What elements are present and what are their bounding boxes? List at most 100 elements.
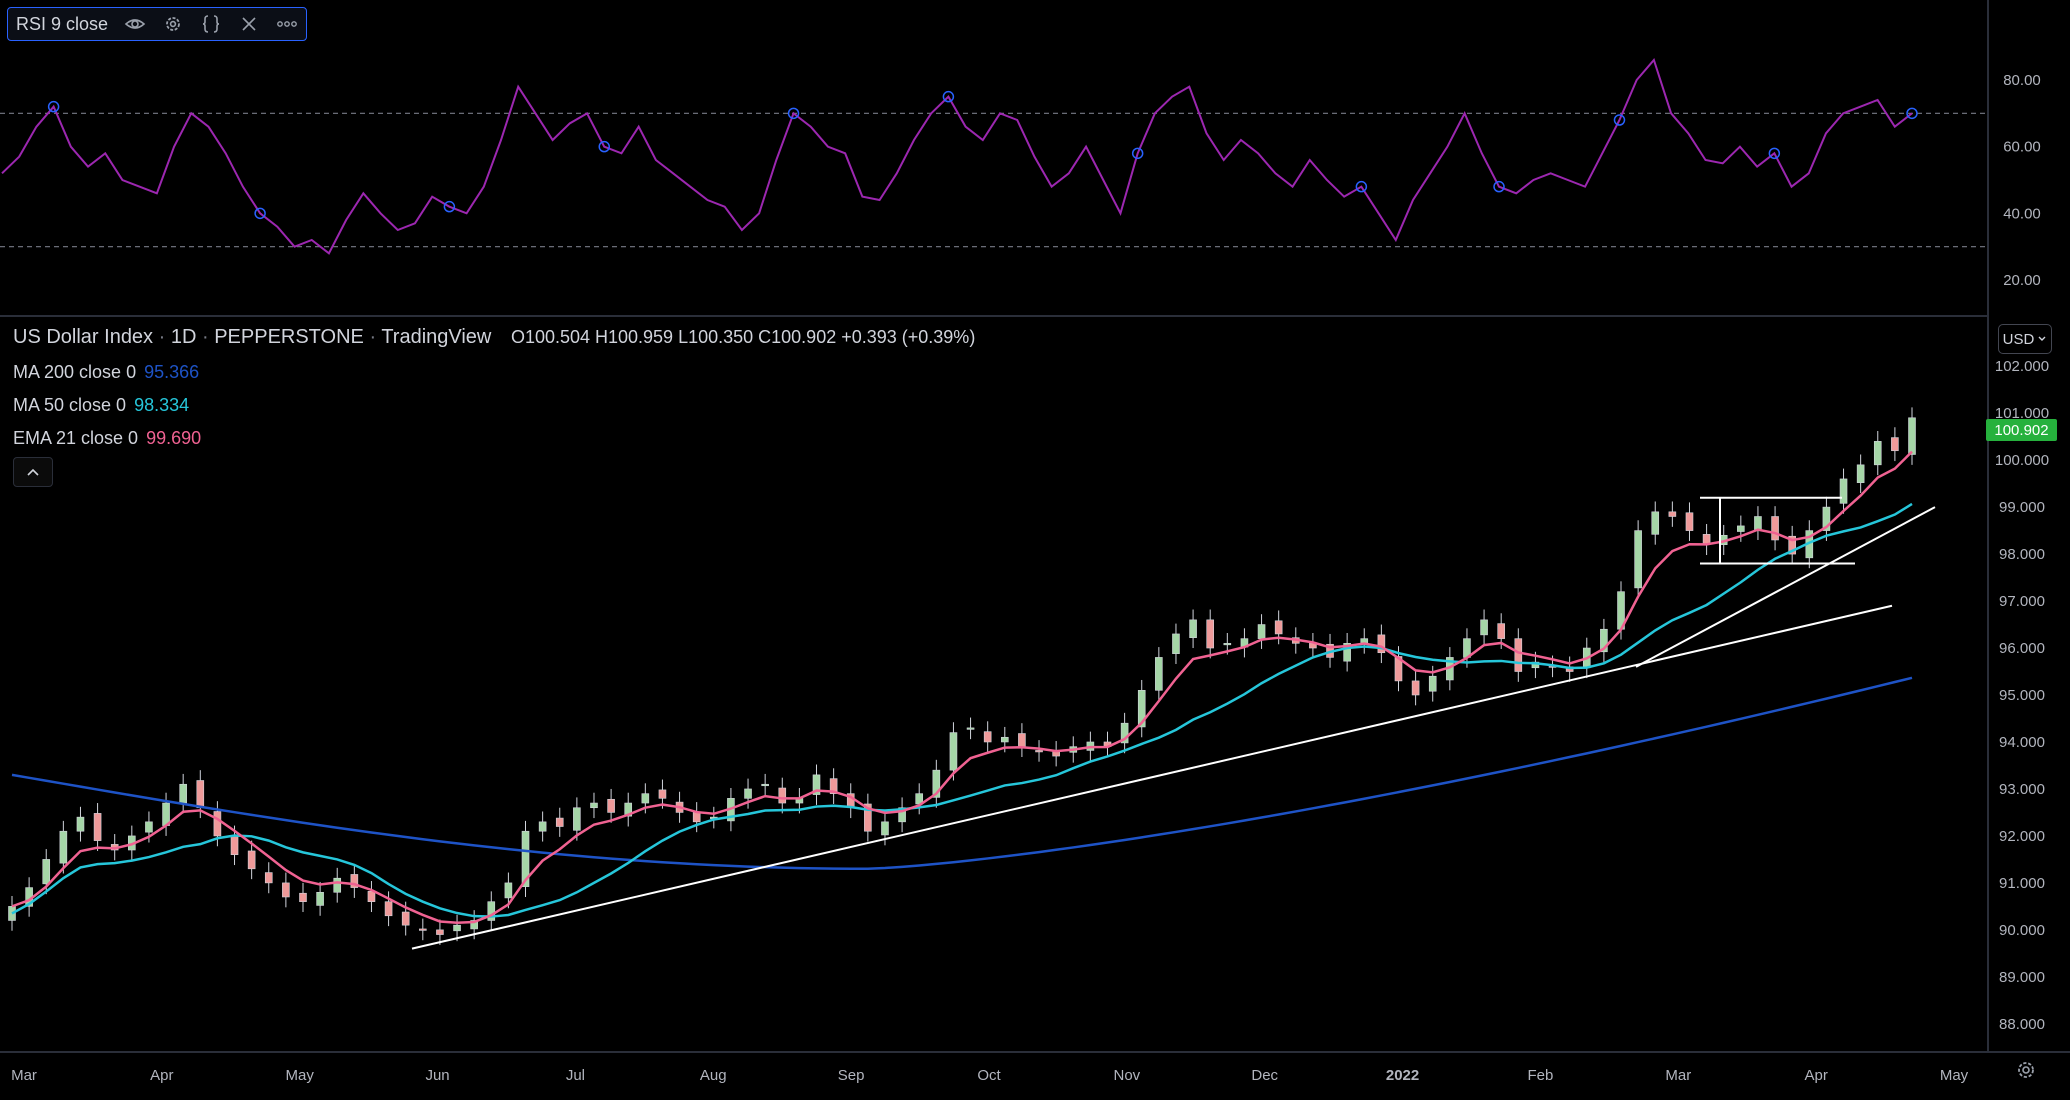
currency-label: USD [2002, 330, 2035, 348]
collapse-legend-button[interactable] [13, 457, 53, 487]
ma50-value: 98.334 [134, 395, 190, 415]
candle-body [1018, 733, 1026, 747]
candle-body [196, 780, 205, 809]
candle-body [93, 813, 102, 841]
symbol-header[interactable]: US Dollar Index · 1D · PEPPERSTONE · Tra… [13, 326, 976, 348]
candle-body [1274, 620, 1283, 635]
more-options-icon[interactable] [276, 13, 298, 35]
candle-body [333, 877, 342, 893]
price-tick-label: 95.000 [1999, 687, 2045, 704]
candle-body [76, 816, 85, 832]
rsi-marker [443, 200, 456, 213]
ema21-legend[interactable]: EMA 21 close 0 99.690 [13, 428, 201, 449]
candle-body [1497, 623, 1505, 639]
candle-body [966, 727, 975, 730]
candle-body [1873, 441, 1882, 466]
candle-body [1908, 417, 1916, 455]
candle-body [538, 821, 547, 832]
candle-body [1685, 512, 1694, 531]
candle-body [864, 803, 872, 832]
price-tick-label: 102.000 [1995, 358, 2049, 375]
rsi-tick-label: 20.00 [2003, 272, 2041, 289]
time-tick-label: Apr [1804, 1067, 1827, 1084]
candle-body [350, 874, 359, 888]
candle-body [145, 821, 153, 833]
ma50-legend[interactable]: MA 50 close 0 98.334 [13, 395, 189, 416]
ma200-legend[interactable]: MA 200 close 0 95.366 [13, 362, 199, 383]
rsi-marker [1493, 180, 1505, 193]
rsi-marker [787, 107, 800, 120]
source-code-icon[interactable] [200, 13, 222, 35]
candle-body [384, 901, 393, 917]
time-tick-label: May [1940, 1067, 1969, 1084]
candle-body [42, 859, 51, 885]
candle-body [1343, 643, 1351, 662]
candle-body [504, 882, 513, 899]
price-pane [8, 407, 1936, 950]
time-tick-label: May [286, 1067, 315, 1084]
candle-body [881, 821, 889, 836]
candle-body [521, 830, 530, 887]
candle-body [1137, 690, 1146, 728]
rsi-legend[interactable]: RSI 9 close [7, 7, 308, 41]
candle-body [1223, 643, 1232, 646]
candle-body [1480, 619, 1488, 636]
rsi-line [1, 57, 1913, 255]
chart-settings-gear-icon[interactable] [2014, 1058, 2038, 1082]
price-tick-label: 88.000 [1999, 1016, 2045, 1033]
candle-body [624, 802, 633, 817]
eye-icon[interactable] [124, 13, 146, 35]
candle-body [983, 731, 992, 743]
candle-body [247, 850, 256, 870]
ma200-value: 95.366 [144, 362, 200, 382]
candle-body [1668, 511, 1677, 517]
rsi-marker [47, 100, 60, 113]
candle-body [1206, 619, 1214, 649]
time-tick-label: Apr [150, 1067, 173, 1084]
chevron-up-icon [27, 468, 39, 476]
time-tick-label: Oct [977, 1067, 1001, 1084]
rsi-marker [1613, 114, 1626, 126]
candle-body [1891, 437, 1899, 452]
candle-body [1771, 516, 1779, 541]
ohlc-values: O100.504 H100.959 L100.350 C100.902 +0.3… [510, 327, 976, 347]
time-tick-label: Jun [425, 1067, 449, 1084]
close-icon[interactable] [238, 13, 260, 35]
candle-body [590, 802, 598, 809]
time-tick-label: Mar [1665, 1067, 1691, 1084]
ma200-line [11, 676, 1913, 871]
currency-select[interactable]: USD [1998, 324, 2052, 354]
candle-body [1000, 736, 1009, 743]
ma200-label: MA 200 close 0 [13, 362, 137, 382]
time-tick-label: Jul [566, 1067, 585, 1084]
candle-body [179, 783, 187, 804]
interval-label: 1D [170, 326, 197, 348]
candle-body [367, 891, 376, 902]
exchange-label: PEPPERSTONE [214, 326, 364, 348]
candle-body [59, 830, 68, 864]
candle-body [1257, 624, 1266, 639]
settings-gear-icon[interactable] [162, 13, 184, 35]
candle-body [1754, 516, 1762, 530]
trendline [1635, 506, 1936, 668]
time-tick-label: Feb [1527, 1067, 1553, 1084]
candle-body [761, 783, 769, 787]
candle-body [1651, 511, 1660, 535]
candle-body [213, 811, 222, 837]
rsi-pane [0, 57, 1988, 255]
price-tick-label: 93.000 [1999, 781, 2045, 798]
candle-body [230, 835, 239, 856]
time-tick-label: Dec [1251, 1067, 1278, 1084]
rsi-tick-label: 60.00 [2003, 139, 2041, 156]
candle-body [470, 920, 478, 930]
candle-body [299, 892, 307, 902]
candle-body [1120, 722, 1129, 744]
rsi-marker [1768, 147, 1781, 160]
candle-body [1822, 506, 1831, 531]
price-tick-label: 92.000 [1999, 828, 2045, 845]
rsi-marker [1131, 147, 1144, 160]
price-tick-label: 94.000 [1999, 734, 2045, 751]
candle-body [744, 788, 752, 799]
candle-body [1856, 464, 1865, 483]
